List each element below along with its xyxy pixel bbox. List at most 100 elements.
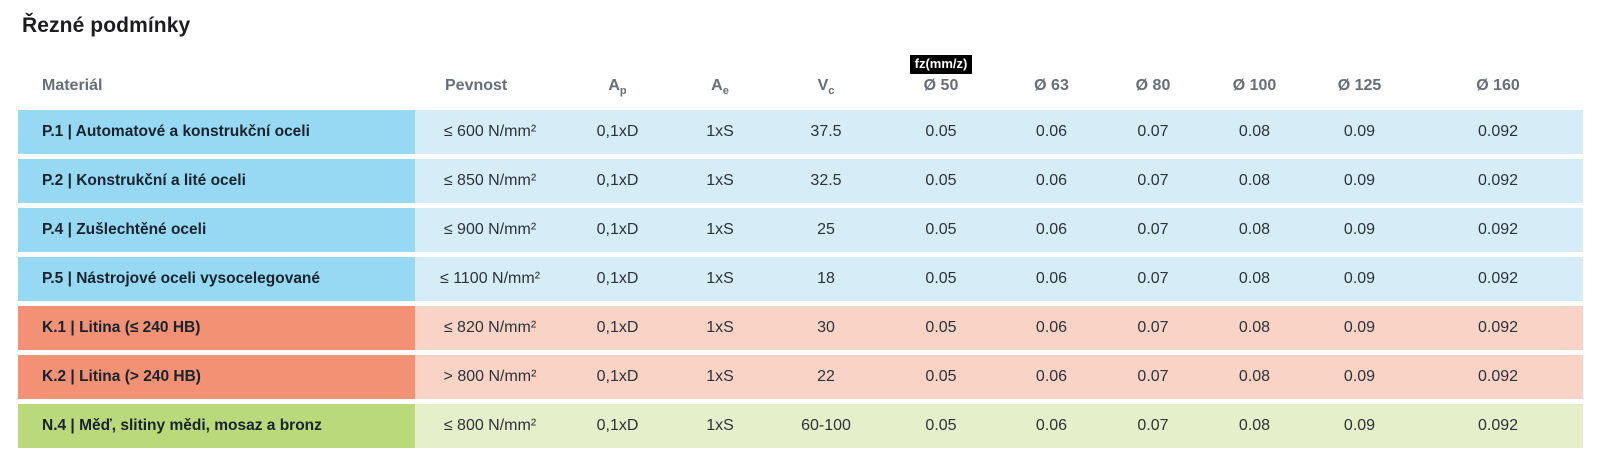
cell-ae: 1xS [670,110,770,154]
cell-pevnost: ≤ 800 N/mm² [415,404,565,448]
column-header-material: Materiál [42,77,103,94]
cell-vc: 60-100 [770,404,882,448]
cell-d80: 0.07 [1103,159,1203,203]
cell-material: P.1 | Automatové a konstrukční oceli [18,110,415,154]
cell-d160: 0.092 [1413,208,1583,252]
cell-d80: 0.07 [1103,306,1203,350]
table-row-p1: P.1 | Automatové a konstrukční oceli ≤ 6… [18,110,1583,154]
cell-d160: 0.092 [1413,159,1583,203]
cell-d125: 0.09 [1306,208,1413,252]
table-row-p2: P.2 | Konstrukční a lité oceli ≤ 850 N/m… [18,159,1583,203]
cell-d63: 0.06 [1000,257,1103,301]
cell-pevnost: ≤ 600 N/mm² [415,110,565,154]
cell-d160: 0.092 [1413,306,1583,350]
cell-pevnost: > 800 N/mm² [415,355,565,399]
cell-ae: 1xS [670,257,770,301]
cell-vc: 37.5 [770,110,882,154]
d50-label: Ø 50 [923,77,959,94]
cell-d80: 0.07 [1103,355,1203,399]
cell-d100: 0.08 [1203,110,1306,154]
cell-pevnost: ≤ 820 N/mm² [415,306,565,350]
ae-sub: e [722,85,729,98]
vc-base: V [817,77,829,94]
cell-material: P.2 | Konstrukční a lité oceli [18,159,415,203]
cell-ae: 1xS [670,208,770,252]
ap-sub: p [619,85,627,98]
cell-material: N.4 | Měď, slitiny mědi, mosaz a bronz [18,404,415,448]
cell-d100: 0.08 [1203,306,1306,350]
table-body: P.1 | Automatové a konstrukční oceli ≤ 6… [18,110,1583,448]
cell-d80: 0.07 [1103,404,1203,448]
cell-d100: 0.08 [1203,257,1306,301]
cell-d100: 0.08 [1203,208,1306,252]
cell-ae: 1xS [670,355,770,399]
cell-ap: 0,1xD [565,159,670,203]
cell-d63: 0.06 [1000,306,1103,350]
cell-d63: 0.06 [1000,355,1103,399]
cell-material: K.1 | Litina (≤ 240 HB) [18,306,415,350]
cell-d125: 0.09 [1306,404,1413,448]
cell-d80: 0.07 [1103,208,1203,252]
cell-d125: 0.09 [1306,257,1413,301]
page-title: Řezné podmínky [22,14,191,37]
column-header-ae: Ae [670,43,770,105]
ap-base: A [608,77,620,94]
cell-material: P.4 | Zušlechtěné oceli [18,208,415,252]
column-header-pevnost: Pevnost [445,77,508,94]
cell-pevnost: ≤ 850 N/mm² [415,159,565,203]
cell-d125: 0.09 [1306,159,1413,203]
cell-d50: 0.05 [882,404,1000,448]
cell-d80: 0.07 [1103,110,1203,154]
cell-d125: 0.09 [1306,110,1413,154]
cell-d50: 0.05 [882,110,1000,154]
cell-d50: 0.05 [882,208,1000,252]
cell-d125: 0.09 [1306,355,1413,399]
fz-unit-badge: fz(mm/z) [909,55,973,74]
column-header-d125: Ø 125 [1337,77,1382,94]
cell-d63: 0.06 [1000,110,1103,154]
cell-ap: 0,1xD [565,208,670,252]
cell-ap: 0,1xD [565,110,670,154]
cell-vc: 32.5 [770,159,882,203]
cell-d100: 0.08 [1203,404,1306,448]
cell-d63: 0.06 [1000,404,1103,448]
cell-d160: 0.092 [1413,355,1583,399]
cell-d50: 0.05 [882,257,1000,301]
table-row-n4: N.4 | Měď, slitiny mědi, mosaz a bronz ≤… [18,404,1583,448]
table-row-p4: P.4 | Zušlechtěné oceli ≤ 900 N/mm² 0,1x… [18,208,1583,252]
cell-pevnost: ≤ 1100 N/mm² [415,257,565,301]
cell-d160: 0.092 [1413,110,1583,154]
cell-d80: 0.07 [1103,257,1203,301]
cell-d63: 0.06 [1000,159,1103,203]
cell-d100: 0.08 [1203,159,1306,203]
cell-d63: 0.06 [1000,208,1103,252]
cell-d50: 0.05 [882,306,1000,350]
cell-pevnost: ≤ 900 N/mm² [415,208,565,252]
cell-vc: 30 [770,306,882,350]
table-row-p5: P.5 | Nástrojové oceli vysocelegované ≤ … [18,257,1583,301]
cell-ae: 1xS [670,306,770,350]
cell-d160: 0.092 [1413,257,1583,301]
cell-material: K.2 | Litina (> 240 HB) [18,355,415,399]
column-header-d100: Ø 100 [1232,77,1277,94]
cell-ap: 0,1xD [565,355,670,399]
cell-vc: 18 [770,257,882,301]
header-row: Materiál Pevnost Ap Ae Vc fz(mm/z) Ø 50 … [18,43,1583,105]
column-header-d50: fz(mm/z) Ø 50 [882,43,1000,105]
cell-vc: 22 [770,355,882,399]
cell-d125: 0.09 [1306,306,1413,350]
cell-d50: 0.05 [882,355,1000,399]
cell-vc: 25 [770,208,882,252]
cell-ae: 1xS [670,159,770,203]
ae-base: A [711,77,723,94]
cell-ap: 0,1xD [565,404,670,448]
column-header-d160: Ø 160 [1476,77,1520,94]
column-header-ap: Ap [565,43,670,105]
table-row-k1: K.1 | Litina (≤ 240 HB) ≤ 820 N/mm² 0,1x… [18,306,1583,350]
cell-d160: 0.092 [1413,404,1583,448]
cell-d100: 0.08 [1203,355,1306,399]
table-row-k2: K.2 | Litina (> 240 HB) > 800 N/mm² 0,1x… [18,355,1583,399]
cell-d50: 0.05 [882,159,1000,203]
column-header-d80: Ø 80 [1135,77,1171,94]
